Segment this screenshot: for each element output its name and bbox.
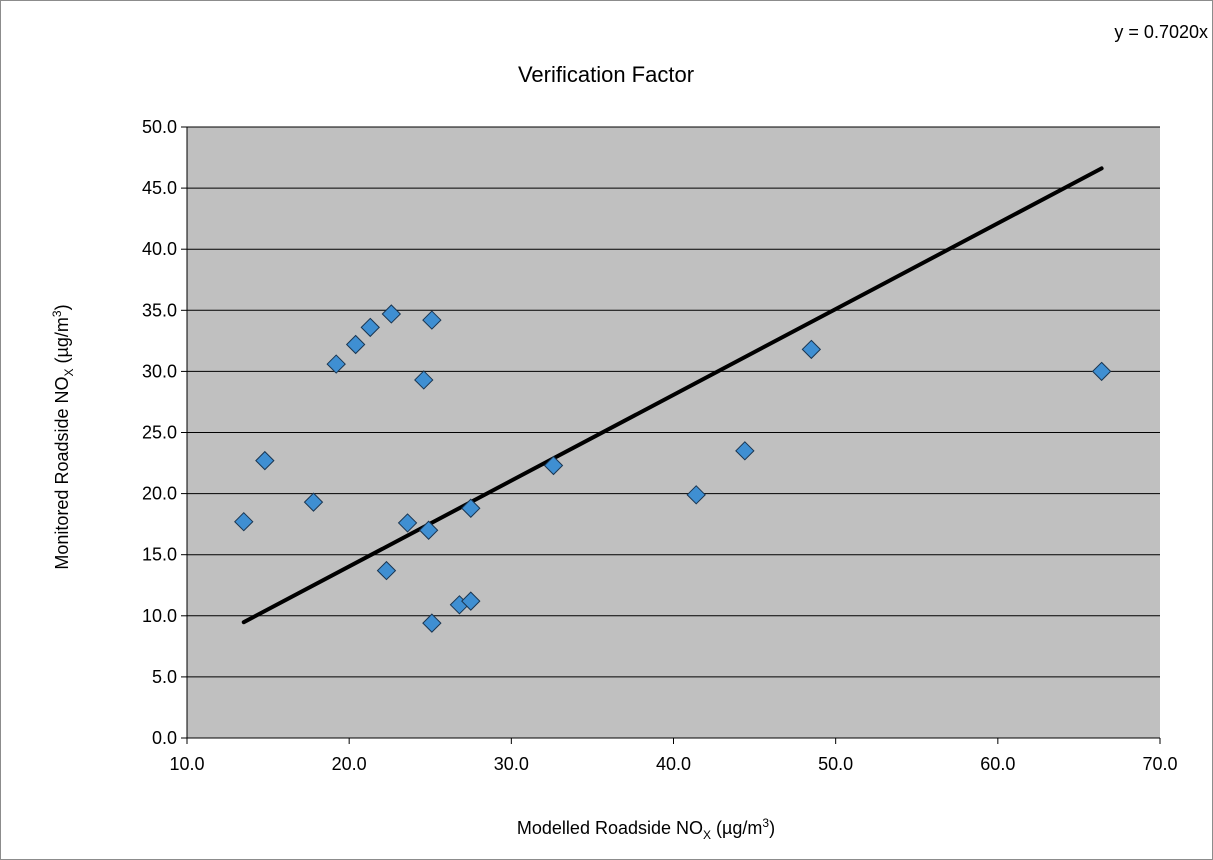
trendline-layer	[241, 166, 1104, 625]
data-point	[543, 455, 564, 476]
data-point	[303, 492, 324, 512]
x-tick-label: 50.0	[818, 754, 853, 774]
data-points	[234, 304, 1112, 633]
data-point	[381, 304, 402, 324]
data-point	[397, 513, 418, 533]
data-point	[801, 339, 822, 360]
x-axis-label-sub: X	[703, 828, 711, 842]
y-tick-labels: 0.0 5.0 10.0 15.0 20.0 25.0 30.0 35.0 40.0 45.0 50…	[142, 117, 177, 748]
data-point	[360, 317, 380, 338]
y-axis-label-close: )	[52, 304, 72, 310]
x-tick-labels: 10.0 20.0 30.0 40.0 50.0 60.0 70.0	[169, 754, 1177, 774]
trendline	[241, 166, 1104, 625]
y-tick-label: 45.0	[142, 178, 177, 198]
axes	[181, 126, 1161, 744]
data-point	[414, 370, 434, 390]
y-tick-label: 0.0	[152, 728, 177, 748]
data-point	[234, 511, 254, 532]
y-tick-label: 35.0	[142, 300, 177, 320]
y-axis-label-sup: 3	[50, 310, 64, 317]
x-axis-label-sup: 3	[762, 816, 769, 830]
data-point	[422, 310, 442, 330]
y-tick-label: 15.0	[142, 545, 177, 565]
data-point	[345, 334, 366, 355]
y-tick-label: 30.0	[142, 361, 177, 381]
data-point	[461, 591, 481, 611]
x-tick-label: 60.0	[980, 754, 1015, 774]
x-axis-label-unit: (µg/m	[711, 818, 762, 838]
x-tick-label: 30.0	[494, 754, 529, 774]
y-axis-label-unit: (µg/m	[52, 317, 72, 368]
x-axis-label-main: Modelled Roadside NO	[517, 818, 703, 838]
x-tick-label: 10.0	[169, 754, 204, 774]
y-axis-label: Monitored Roadside NOX (µg/m3)	[50, 304, 76, 569]
x-axis-label-close: )	[769, 818, 775, 838]
equation-label: y = 0.7020x	[1114, 22, 1208, 42]
data-point	[422, 613, 442, 633]
y-tick-label: 20.0	[142, 484, 177, 504]
chart-title: Verification Factor	[518, 62, 694, 87]
data-point	[255, 450, 275, 471]
x-tick-label: 20.0	[332, 754, 367, 774]
x-tick-label: 40.0	[656, 754, 691, 774]
y-axis-label-sub: X	[62, 368, 76, 376]
y-tick-label: 10.0	[142, 606, 177, 626]
y-tick-label: 40.0	[142, 239, 177, 259]
data-point	[376, 560, 397, 581]
y-axis-label-main: Monitored Roadside NO	[52, 376, 72, 569]
data-point	[1091, 361, 1112, 382]
y-tick-label: 25.0	[142, 423, 177, 443]
data-point	[686, 485, 706, 505]
y-tick-label: 5.0	[152, 667, 177, 687]
grid-lines	[187, 126, 1160, 739]
x-tick-label: 70.0	[1142, 754, 1177, 774]
data-point	[735, 441, 755, 461]
data-point	[418, 520, 439, 540]
x-axis-label: Modelled Roadside NOX (µg/m3)	[517, 816, 775, 842]
data-point	[326, 354, 346, 374]
data-point	[461, 498, 481, 518]
y-tick-label: 50.0	[142, 117, 177, 137]
